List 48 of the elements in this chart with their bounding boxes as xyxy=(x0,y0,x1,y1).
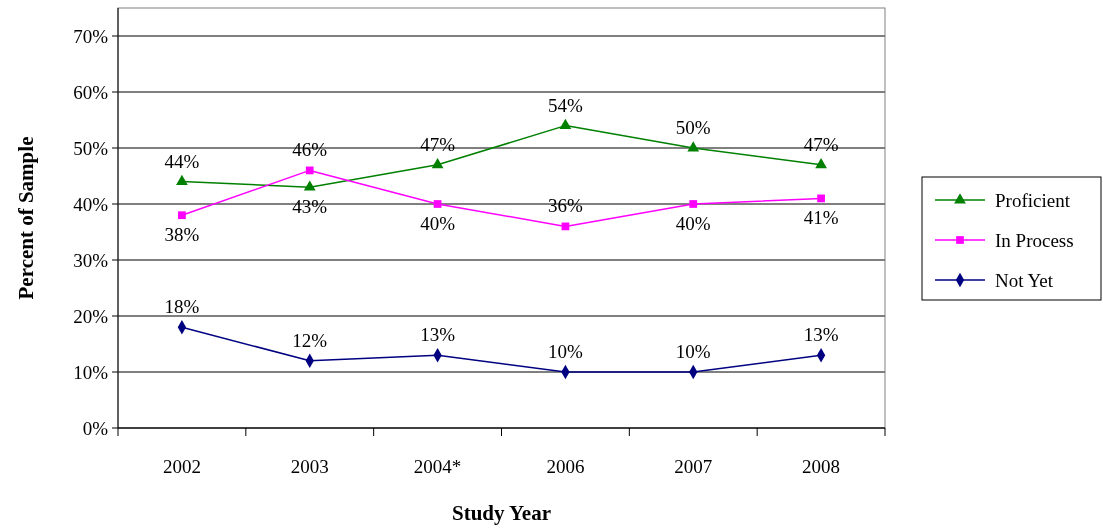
legend-label: Not Yet xyxy=(995,269,1054,291)
y-axis-title: Percent of Sample xyxy=(14,136,38,300)
x-tick-label: 2006 xyxy=(546,456,585,477)
data-label: 13% xyxy=(420,324,456,346)
y-tick-label: 40% xyxy=(73,193,109,215)
data-label: 10% xyxy=(548,341,583,362)
y-tick-label: 20% xyxy=(73,305,109,327)
data-label: 13% xyxy=(803,324,839,346)
y-tick-label: 60% xyxy=(73,81,109,103)
point xyxy=(817,194,825,203)
data-label: 10% xyxy=(675,341,711,362)
data-label: 38% xyxy=(164,224,200,246)
x-tick-label: 2002 xyxy=(162,456,201,477)
data-label: 18% xyxy=(164,296,200,318)
x-tick-label: 2004* xyxy=(413,456,462,477)
point xyxy=(431,158,444,169)
point xyxy=(305,166,314,175)
y-tick-label: 70% xyxy=(73,25,109,47)
x-axis-title: Study Year xyxy=(452,501,551,525)
data-label: 40% xyxy=(675,213,711,234)
point xyxy=(815,158,827,169)
data-label: 47% xyxy=(420,133,456,155)
y-tick-label: 10% xyxy=(73,361,109,383)
data-label: 43% xyxy=(292,196,328,218)
data-label: 36% xyxy=(548,195,583,217)
x-tick-label: 2003 xyxy=(290,456,329,477)
data-label: 44% xyxy=(164,150,200,172)
data-label: 41% xyxy=(803,207,839,229)
point xyxy=(559,118,572,129)
point xyxy=(178,211,186,220)
data-label: 12% xyxy=(292,329,328,351)
y-tick-label: 50% xyxy=(73,137,109,159)
data-label: 47% xyxy=(803,133,839,155)
point xyxy=(176,174,188,185)
x-tick-label: 2008 xyxy=(802,456,841,477)
data-label: 54% xyxy=(548,94,583,116)
data-label: 50% xyxy=(675,117,711,138)
legend-label: Proficient xyxy=(995,189,1071,211)
point xyxy=(687,141,700,152)
y-tick-label: 0% xyxy=(82,417,109,439)
x-tick-label: 2007 xyxy=(674,456,713,477)
point xyxy=(303,180,316,191)
point xyxy=(689,200,698,208)
data-label: 40% xyxy=(420,213,456,234)
legend-label: In Process xyxy=(995,229,1074,251)
point xyxy=(433,200,442,208)
y-tick-label: 30% xyxy=(73,249,109,271)
data-label: 46% xyxy=(292,139,328,161)
